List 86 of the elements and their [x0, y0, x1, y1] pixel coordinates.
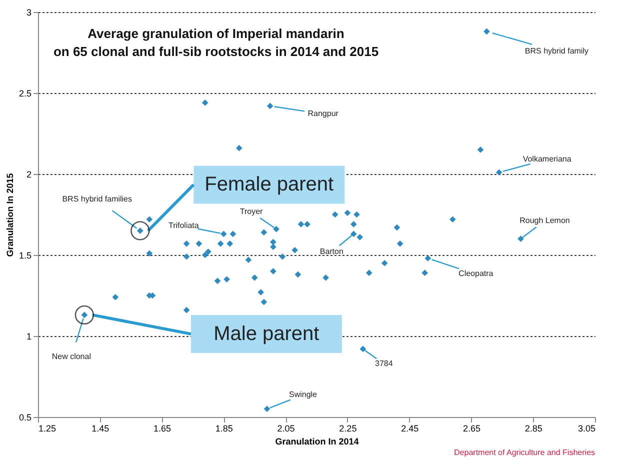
point: [270, 268, 276, 274]
x-tick-label: 1.45: [92, 424, 110, 434]
point: [360, 346, 366, 352]
point: [270, 244, 276, 250]
point: [477, 146, 484, 153]
y-tick-label: 2.5: [18, 88, 32, 98]
y-tick-label: 1.5: [18, 250, 32, 260]
text: Average granulation of Imperial mandarin on 65 clonal and full-sib rootstocks in 2014 and 2015: [53, 26, 379, 59]
x-tick-label: 2.25: [339, 424, 357, 434]
annotation: New clonal: [52, 352, 92, 361]
point: [354, 211, 360, 218]
point: [230, 230, 236, 238]
point: [394, 224, 400, 231]
annotation: 3784: [375, 358, 394, 368]
y-tick-label: 2: [26, 170, 32, 180]
annotation: Barton: [320, 246, 344, 256]
point: [226, 240, 234, 247]
x-tick-label: 1.85: [215, 424, 233, 434]
point: [251, 274, 258, 281]
point: [183, 253, 190, 260]
point: [424, 255, 432, 262]
point: [484, 28, 490, 35]
point: [344, 210, 351, 216]
x-tick-label: 1.25: [38, 424, 56, 434]
point: [449, 216, 456, 223]
y-tick-label: 3: [26, 8, 32, 18]
point: [214, 278, 221, 284]
x-tick-label: 2.05: [277, 424, 295, 434]
point: [260, 298, 268, 306]
point: [217, 240, 224, 247]
x-tick-label: 2.65: [462, 424, 480, 434]
annotation: Volkameriana: [522, 154, 572, 164]
annotation: Swingle: [288, 390, 318, 399]
annotation: BRS hybrid families: [62, 194, 132, 204]
point: [202, 252, 208, 258]
x-tick-label: 1.65: [154, 424, 172, 434]
point: [183, 306, 190, 314]
annotation: BRS hybrid family: [524, 46, 588, 56]
annotation: Troyer: [240, 207, 264, 216]
point: [264, 406, 270, 412]
annotation: Cleopatra: [458, 269, 494, 278]
x-axis-title: Granulation In 2014: [275, 436, 359, 446]
point: [332, 211, 338, 218]
point: [298, 221, 304, 228]
point: [260, 229, 268, 236]
point: [366, 270, 372, 276]
text: Department of Agriculture and Fisheries: [454, 448, 595, 457]
point: [202, 100, 208, 106]
point: [224, 276, 230, 282]
y-tick-label: 0.5: [18, 412, 32, 422]
point: [196, 240, 202, 247]
point: [146, 250, 153, 257]
point: [518, 236, 524, 242]
annotation: Female parent: [204, 174, 334, 196]
x-tick-label: 2.45: [401, 424, 419, 434]
point: [496, 169, 502, 176]
point: [266, 102, 274, 110]
point: [183, 240, 190, 247]
point: [381, 260, 388, 266]
annotation: Trifoliata: [168, 220, 200, 230]
point: [146, 216, 153, 223]
x-tick-label: 3.05: [578, 424, 596, 434]
point: [356, 234, 363, 240]
point: [258, 289, 264, 296]
point: [245, 256, 252, 264]
point: [270, 238, 276, 246]
y-tick-label: 1: [26, 332, 32, 342]
annotation: Rangpur: [308, 108, 339, 118]
point: [396, 240, 404, 247]
point: [205, 248, 212, 255]
point: [350, 221, 357, 228]
x-tick-label: 2.85: [524, 424, 542, 434]
point: [304, 221, 310, 228]
point: [292, 246, 298, 254]
point: [350, 230, 357, 238]
annotation: Rough Lemon: [520, 216, 570, 225]
y-axis-title: Granulation In 2015: [4, 173, 15, 257]
annotation: Male parent: [214, 322, 320, 345]
point: [220, 230, 227, 238]
point: [294, 271, 302, 278]
point: [279, 253, 286, 260]
point: [236, 144, 242, 152]
point: [422, 270, 428, 276]
point: [273, 226, 280, 232]
point: [322, 274, 329, 281]
point: [112, 294, 119, 300]
